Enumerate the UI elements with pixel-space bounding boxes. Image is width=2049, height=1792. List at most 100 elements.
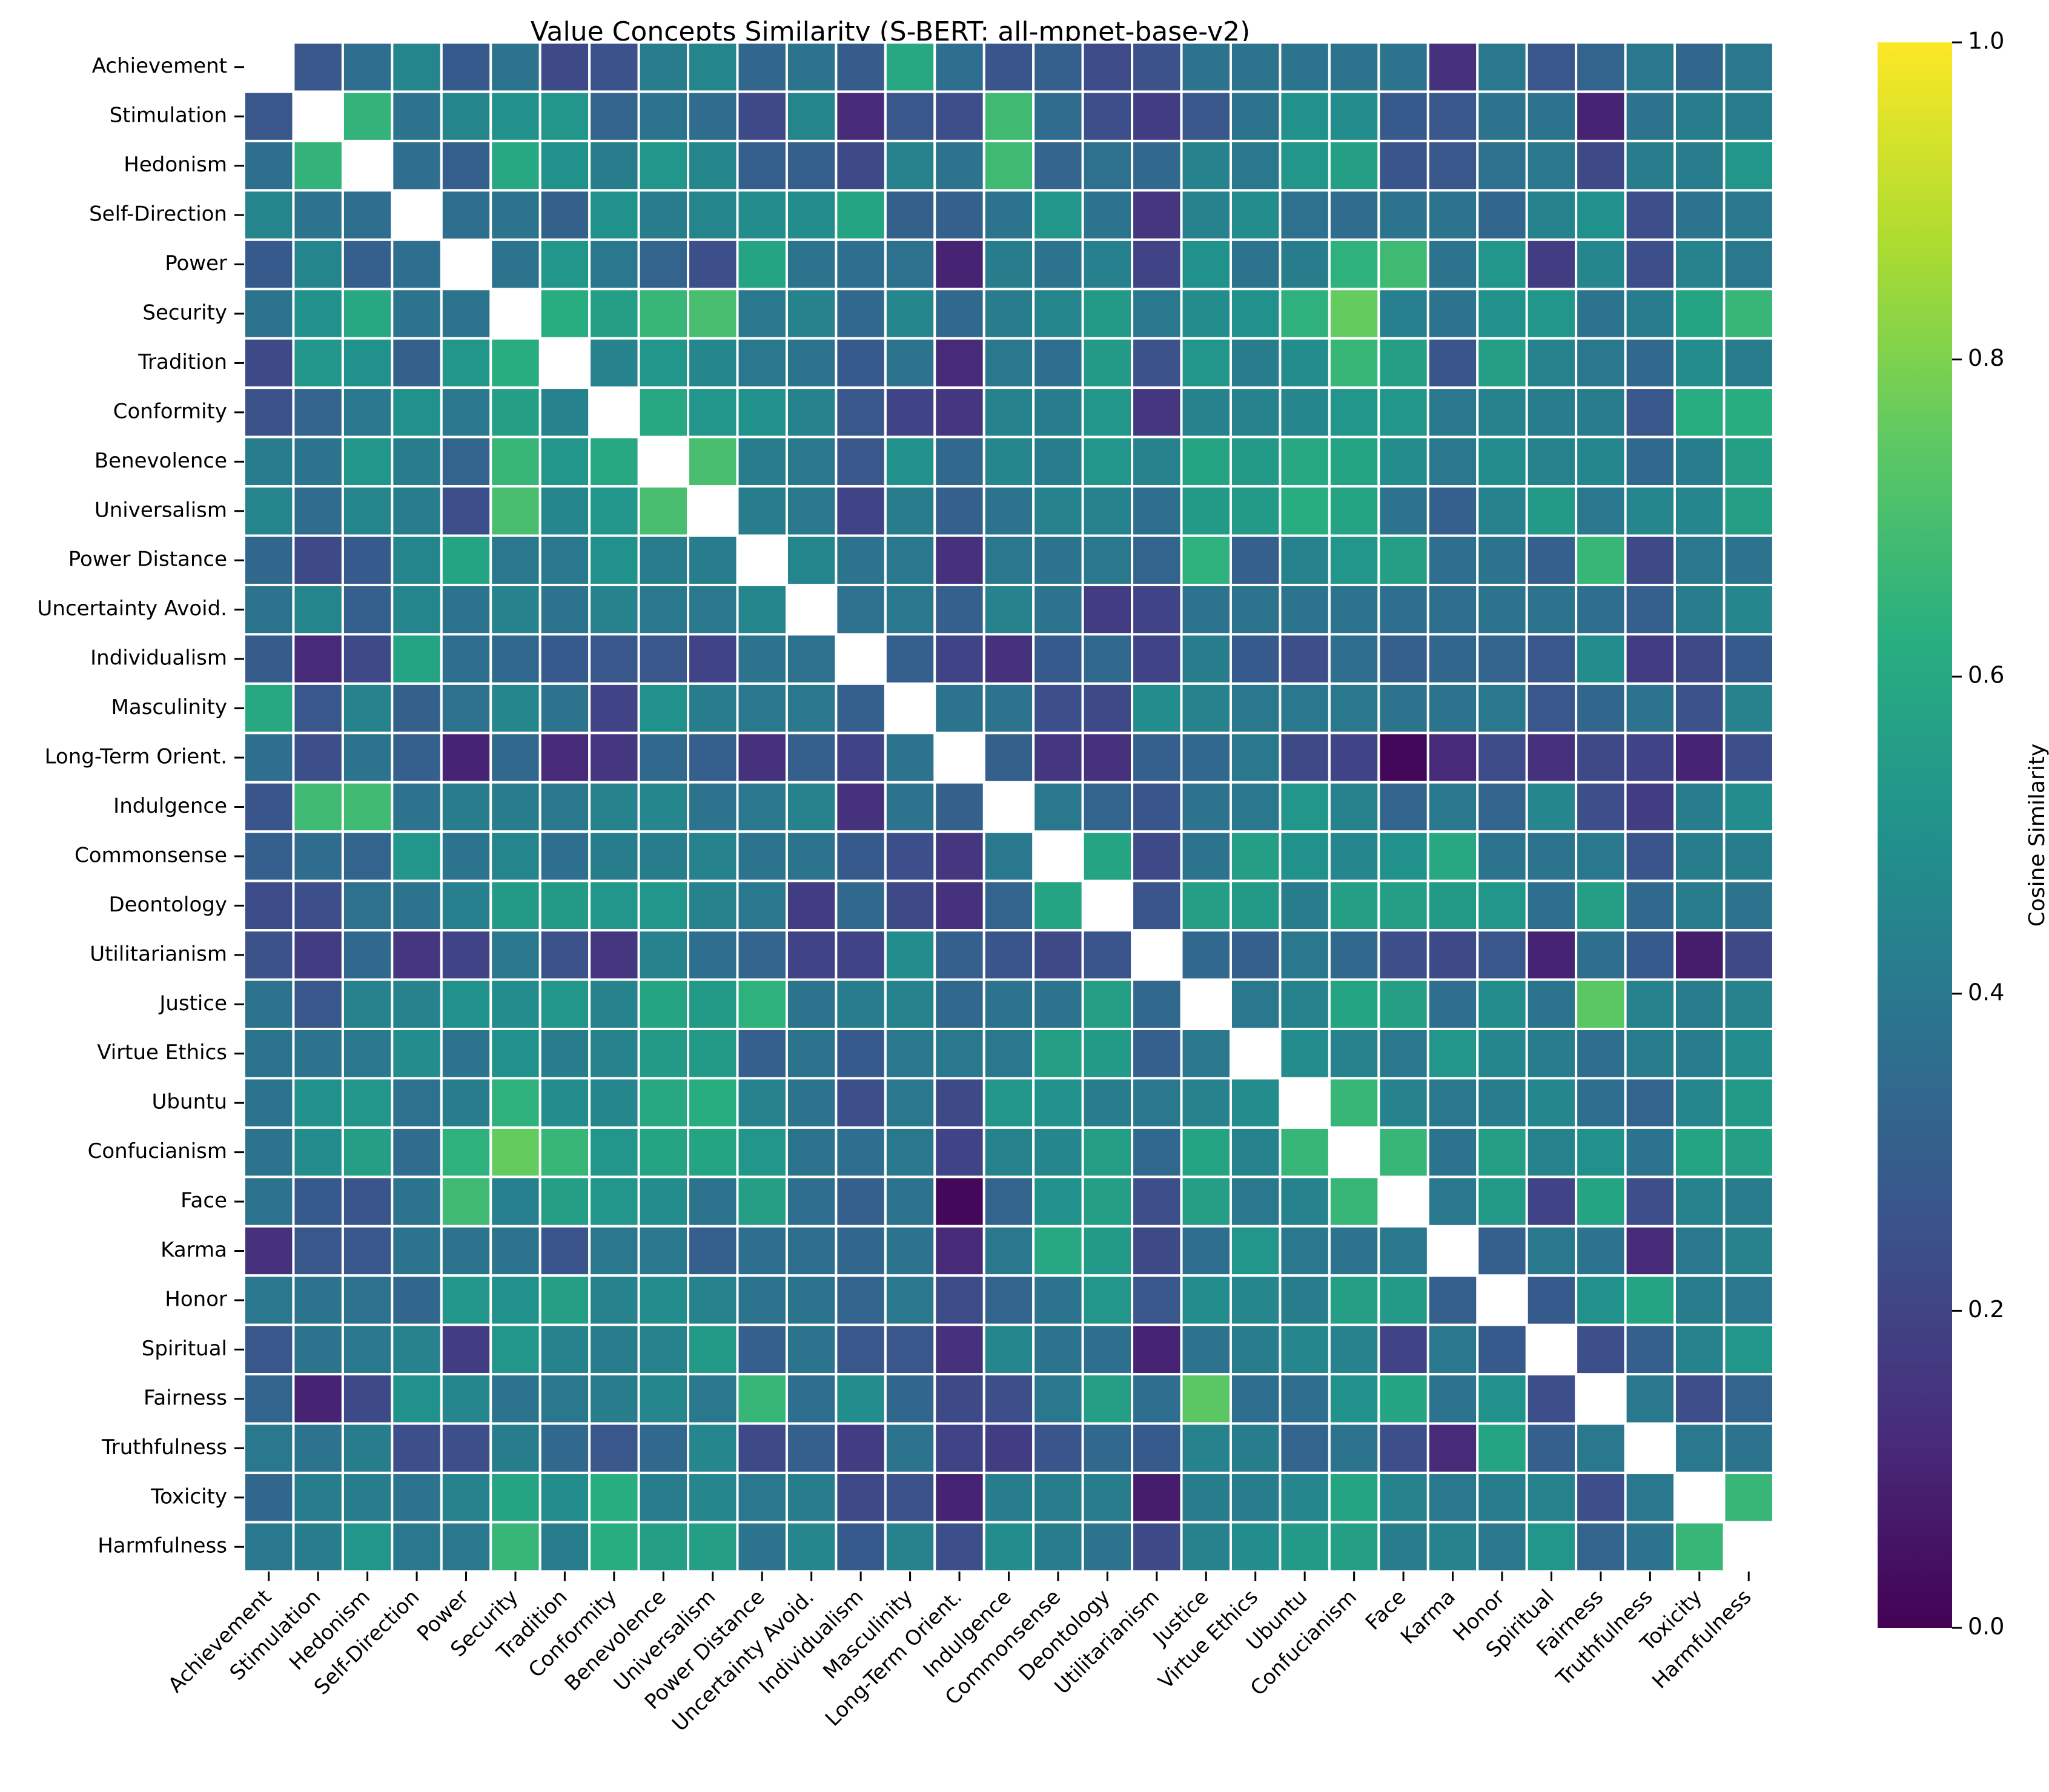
heatmap-cell bbox=[835, 288, 887, 340]
heatmap-cell bbox=[884, 1422, 936, 1475]
heatmap-cell bbox=[1673, 781, 1726, 833]
heatmap-cell bbox=[1279, 1274, 1331, 1326]
heatmap-cell bbox=[933, 1323, 985, 1376]
heatmap-cell bbox=[1032, 41, 1084, 93]
heatmap-cell bbox=[243, 90, 295, 142]
heatmap-cell bbox=[1476, 534, 1528, 586]
heatmap-cell bbox=[835, 830, 887, 882]
heatmap-cell bbox=[1230, 1225, 1282, 1277]
heatmap-cell bbox=[785, 189, 838, 241]
heatmap-cell bbox=[687, 90, 739, 142]
y-tick-label: Benevolence bbox=[94, 449, 227, 473]
heatmap-cell bbox=[1624, 879, 1677, 932]
heatmap-cell bbox=[1328, 1225, 1380, 1277]
heatmap-cell bbox=[588, 1521, 640, 1573]
heatmap-cell bbox=[1032, 929, 1084, 981]
heatmap-cell bbox=[1673, 41, 1726, 93]
heatmap-cell bbox=[341, 1472, 394, 1524]
heatmap-cell bbox=[489, 238, 541, 291]
heatmap-cell bbox=[785, 288, 838, 340]
heatmap-cell bbox=[1279, 781, 1331, 833]
heatmap-cell bbox=[1081, 288, 1134, 340]
heatmap-cell bbox=[736, 1422, 788, 1475]
heatmap-cell bbox=[588, 534, 640, 586]
heatmap-cell bbox=[1624, 682, 1677, 735]
heatmap-cell bbox=[341, 978, 394, 1031]
heatmap-cell bbox=[489, 139, 541, 192]
heatmap-cell bbox=[1723, 978, 1775, 1031]
heatmap-cell bbox=[933, 682, 985, 735]
y-axis-tick-labels: Achievement Stimulation Hedonism Self-Direc… bbox=[38, 54, 244, 1558]
heatmap-cell bbox=[243, 139, 295, 192]
heatmap-cell bbox=[1279, 830, 1331, 882]
heatmap-cell bbox=[982, 633, 1035, 685]
heatmap-cell bbox=[785, 534, 838, 586]
heatmap-cell bbox=[489, 1521, 541, 1573]
colorbar-tick-label: 0.0 bbox=[1968, 1613, 2004, 1640]
heatmap-cell bbox=[835, 189, 887, 241]
heatmap-cell bbox=[391, 337, 443, 389]
heatmap-cell bbox=[1328, 1323, 1380, 1376]
heatmap-cell bbox=[1673, 1175, 1726, 1228]
heatmap-cell bbox=[736, 781, 788, 833]
heatmap-cell bbox=[1131, 1373, 1183, 1425]
heatmap-cell bbox=[933, 90, 985, 142]
heatmap-cell bbox=[637, 781, 690, 833]
heatmap-cell bbox=[1377, 1422, 1429, 1475]
heatmap-cell bbox=[243, 1077, 295, 1129]
heatmap-cell bbox=[588, 1225, 640, 1277]
heatmap-cell bbox=[687, 1323, 739, 1376]
heatmap-cell bbox=[1230, 781, 1282, 833]
heatmap-cell bbox=[637, 978, 690, 1031]
heatmap-cell bbox=[1476, 1175, 1528, 1228]
heatmap-cell bbox=[933, 386, 985, 438]
heatmap-cell bbox=[637, 682, 690, 735]
heatmap-cell bbox=[243, 238, 295, 291]
heatmap-cell bbox=[1081, 732, 1134, 784]
heatmap-cell bbox=[489, 929, 541, 981]
heatmap-cell bbox=[292, 1225, 344, 1277]
heatmap-cell bbox=[1081, 583, 1134, 636]
heatmap-cell bbox=[982, 1274, 1035, 1326]
heatmap-cell bbox=[736, 682, 788, 735]
heatmap-cell bbox=[1279, 879, 1331, 932]
heatmap-cell bbox=[243, 633, 295, 685]
heatmap-cell bbox=[341, 90, 394, 142]
heatmap-cell bbox=[1426, 238, 1479, 291]
heatmap-cell bbox=[835, 1175, 887, 1228]
heatmap-cell bbox=[1131, 288, 1183, 340]
heatmap-cell bbox=[637, 1373, 690, 1425]
heatmap-cell bbox=[588, 288, 640, 340]
heatmap-cell bbox=[1131, 1126, 1183, 1179]
heatmap-cell bbox=[1426, 189, 1479, 241]
heatmap-cell bbox=[292, 583, 344, 636]
heatmap-cell bbox=[1723, 189, 1775, 241]
y-tick-label: Spiritual bbox=[142, 1337, 227, 1361]
y-tick-label: Utilitarianism bbox=[90, 942, 227, 966]
heatmap-cell bbox=[835, 1126, 887, 1179]
heatmap-cell bbox=[933, 1126, 985, 1179]
heatmap-cell bbox=[884, 41, 936, 93]
heatmap-cell bbox=[440, 1274, 492, 1326]
heatmap-cell bbox=[884, 1472, 936, 1524]
heatmap-cell bbox=[1230, 1521, 1282, 1573]
heatmap-cell bbox=[1279, 1472, 1331, 1524]
heatmap-cell bbox=[982, 1028, 1035, 1080]
heatmap-cell bbox=[292, 435, 344, 488]
heatmap-cell bbox=[1377, 189, 1429, 241]
heatmap-cell bbox=[637, 534, 690, 586]
heatmap-cell bbox=[687, 732, 739, 784]
heatmap-cell bbox=[538, 189, 591, 241]
heatmap-cell bbox=[341, 386, 394, 438]
heatmap-cell bbox=[1081, 90, 1134, 142]
y-tick-label: Tradition bbox=[137, 350, 227, 374]
heatmap-cell bbox=[1180, 288, 1233, 340]
heatmap-cell bbox=[1032, 732, 1084, 784]
heatmap-cell bbox=[1575, 435, 1627, 488]
heatmap-cell bbox=[292, 1175, 344, 1228]
heatmap-cell bbox=[637, 337, 690, 389]
colorbar-tick-label: 0.2 bbox=[1968, 1296, 2004, 1323]
heatmap-cell bbox=[1279, 41, 1331, 93]
heatmap-cell bbox=[1476, 139, 1528, 192]
heatmap-cell bbox=[1081, 830, 1134, 882]
